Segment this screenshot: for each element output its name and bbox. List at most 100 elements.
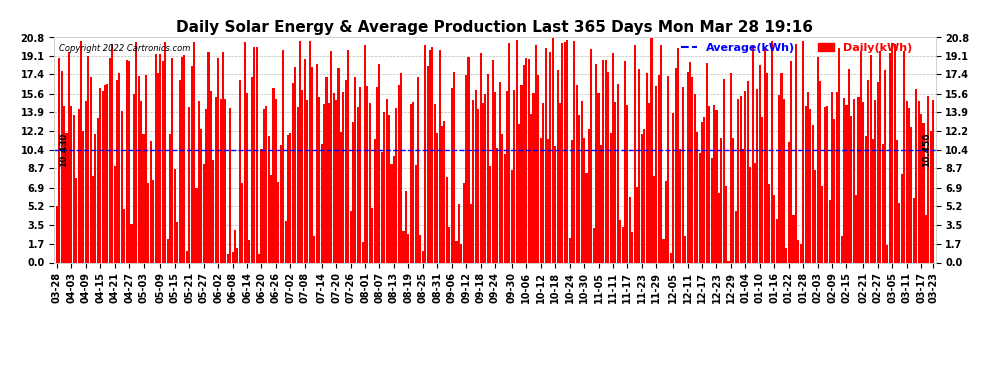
Bar	[930, 130, 932, 262]
Bar	[311, 68, 313, 262]
Bar	[494, 92, 496, 262]
Bar	[805, 106, 807, 262]
Bar	[913, 198, 915, 262]
Bar	[696, 132, 698, 262]
Bar	[136, 42, 138, 262]
Bar	[437, 133, 439, 262]
Bar	[104, 85, 106, 262]
Bar	[166, 238, 168, 262]
Bar	[253, 47, 255, 262]
Bar	[701, 122, 703, 262]
Bar	[513, 90, 515, 262]
Bar	[928, 96, 930, 262]
Bar	[872, 140, 874, 262]
Bar	[386, 99, 388, 262]
Bar	[208, 53, 210, 262]
Bar	[287, 135, 289, 262]
Bar	[301, 90, 303, 262]
Bar	[644, 129, 645, 262]
Bar	[152, 180, 154, 262]
Bar	[829, 200, 831, 262]
Bar	[778, 94, 780, 262]
Bar	[460, 244, 462, 262]
Bar	[554, 146, 556, 262]
Bar	[785, 248, 787, 262]
Bar	[467, 57, 469, 262]
Bar	[749, 167, 751, 262]
Bar	[544, 48, 546, 262]
Bar	[364, 45, 366, 262]
Bar	[484, 94, 486, 262]
Bar	[457, 204, 460, 262]
Bar	[665, 181, 667, 262]
Bar	[99, 88, 101, 262]
Bar	[744, 90, 746, 262]
Bar	[237, 248, 239, 262]
Bar	[131, 224, 133, 262]
Bar	[250, 77, 252, 262]
Bar	[593, 228, 595, 262]
Bar	[543, 103, 545, 262]
Bar	[338, 68, 340, 262]
Bar	[713, 105, 715, 262]
Text: 10.430: 10.430	[58, 132, 68, 167]
Text: 10.450: 10.450	[922, 132, 932, 167]
Bar	[657, 75, 659, 262]
Bar	[908, 108, 910, 262]
Bar	[174, 169, 176, 262]
Bar	[393, 156, 395, 262]
Bar	[718, 193, 720, 262]
Bar	[925, 215, 927, 262]
Bar	[711, 158, 713, 262]
Bar	[581, 101, 583, 262]
Bar	[615, 102, 617, 262]
Bar	[77, 109, 79, 262]
Bar	[636, 187, 639, 262]
Bar	[126, 60, 128, 262]
Bar	[706, 63, 708, 262]
Bar	[87, 56, 89, 262]
Bar	[205, 109, 207, 262]
Bar	[403, 231, 405, 262]
Bar	[526, 58, 528, 262]
Bar	[234, 230, 236, 262]
Bar	[889, 53, 891, 262]
Bar	[585, 173, 587, 262]
Bar	[684, 236, 686, 262]
Bar	[267, 136, 269, 262]
Bar	[462, 183, 464, 262]
Bar	[347, 50, 349, 262]
Bar	[590, 49, 592, 262]
Bar	[819, 81, 821, 262]
Bar	[855, 195, 857, 262]
Bar	[272, 88, 274, 262]
Bar	[154, 54, 156, 262]
Bar	[501, 134, 503, 262]
Bar	[834, 118, 836, 262]
Bar	[176, 222, 178, 262]
Bar	[75, 178, 77, 262]
Bar	[679, 149, 681, 262]
Bar	[63, 106, 65, 262]
Bar	[624, 61, 626, 262]
Bar	[282, 50, 284, 262]
Bar	[672, 113, 674, 262]
Bar	[470, 204, 472, 262]
Bar	[448, 227, 450, 262]
Bar	[504, 154, 506, 262]
Bar	[427, 66, 429, 262]
Bar	[242, 183, 244, 262]
Bar	[600, 146, 602, 262]
Bar	[217, 58, 219, 262]
Bar	[265, 106, 267, 262]
Bar	[220, 99, 222, 262]
Bar	[528, 58, 530, 262]
Bar	[645, 73, 647, 262]
Bar	[181, 57, 183, 262]
Bar	[68, 52, 70, 262]
Bar	[884, 70, 886, 262]
Bar	[157, 73, 159, 262]
Bar	[563, 42, 566, 262]
Bar	[65, 133, 67, 262]
Bar	[371, 208, 373, 262]
